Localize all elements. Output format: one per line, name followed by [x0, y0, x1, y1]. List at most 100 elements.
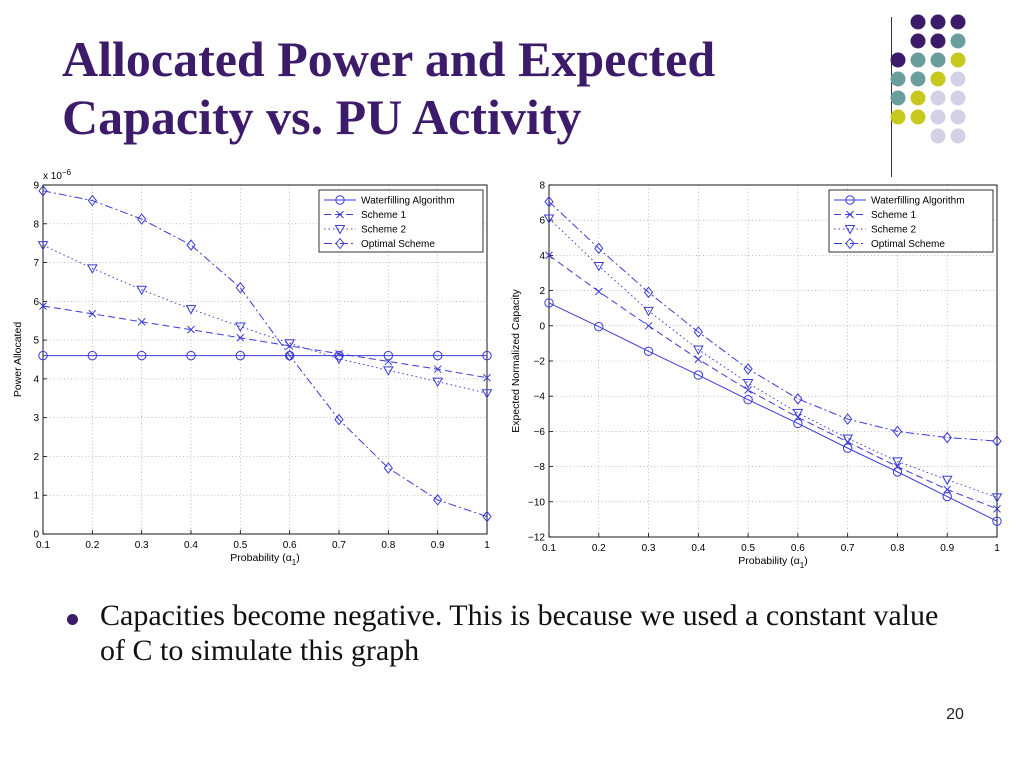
- tick-labels: 0.1 0.2 0.3 0.4 0.5 0.6 0.7 0.8 0.9 1 −12 −10 −8 −6 −4…: [528, 181, 1000, 555]
- x-tick-label: 0.7: [332, 540, 346, 551]
- data-point-diamond: [594, 242, 604, 255]
- x-tick-label: 0.5: [741, 543, 755, 554]
- series-line: [42, 190, 488, 518]
- data-point-triangle: [941, 475, 953, 486]
- legend-item: Scheme 1: [834, 210, 916, 221]
- series-line: [548, 302, 998, 522]
- data-point-diamond: [544, 195, 554, 208]
- y-tick-label: −10: [528, 497, 545, 508]
- decorative-dot: [910, 90, 926, 106]
- data-point-triangle: [136, 285, 148, 296]
- data-point-x: [336, 210, 344, 219]
- y-tick-label: 2: [539, 286, 545, 297]
- x-tick-label: 0.1: [36, 540, 50, 551]
- series-optimal-scheme: [544, 195, 1002, 447]
- decorative-dot-grid: [890, 14, 966, 144]
- x-tick-label: 0.6: [283, 540, 297, 551]
- data-point-circle: [793, 418, 803, 429]
- page-number: 20: [946, 706, 964, 723]
- data-point-x: [384, 357, 393, 366]
- y-tick-label: 1: [33, 491, 39, 502]
- x-tick-label: 0.7: [841, 543, 855, 554]
- legend-item: Scheme 2: [834, 225, 916, 236]
- legend-item: Scheme 1: [324, 210, 406, 221]
- data-point-triangle: [892, 457, 903, 467]
- decorative-dot: [930, 109, 946, 125]
- decorative-dot: [930, 14, 946, 30]
- title-line-2: Capacity vs. PU Activity: [62, 89, 582, 145]
- decorative-dot: [930, 90, 946, 106]
- y-axis-label: Power Allocated: [12, 322, 24, 397]
- y-tick-label: −8: [534, 462, 546, 473]
- data-point-circle: [235, 350, 246, 361]
- y-tick-label: 7: [33, 258, 39, 269]
- x-tick-label: 1: [994, 543, 1000, 554]
- data-point-x: [187, 325, 195, 334]
- decorative-dot: [890, 52, 906, 68]
- x-tick-label: 0.3: [135, 540, 149, 551]
- data-point-triangle: [842, 434, 854, 444]
- legend-item: Optimal Scheme: [834, 237, 945, 250]
- x-tick-label: 0.3: [642, 543, 656, 554]
- data-point-x: [39, 302, 47, 310]
- x-tick-label: 0.2: [85, 540, 99, 551]
- power-allocated-chart: 0.1 0.2 0.3 0.4 0.5 0.6 0.7 0.8 0.9 1 0 1 2 3 4 5 6 7 8 9 x …: [12, 168, 493, 567]
- decorative-dot: [890, 90, 906, 106]
- x-tick-label: 0.2: [592, 543, 606, 554]
- decorative-dot: [910, 52, 926, 68]
- y-tick-label: 5: [33, 336, 39, 347]
- data-point-circle: [186, 350, 196, 361]
- y-tick-label: −6: [534, 427, 546, 438]
- x-tick-label: 0.9: [431, 540, 445, 551]
- data-point-triangle: [37, 241, 49, 251]
- data-point-triangle: [382, 366, 394, 376]
- data-point-diamond: [482, 510, 492, 523]
- data-point-x: [433, 365, 442, 374]
- legend-label: Scheme 2: [361, 225, 406, 236]
- tick-labels: 0.1 0.2 0.3 0.4 0.5 0.6 0.7 0.8 0.9 1 0 1 2 3 4 5 6 7 8 9: [33, 181, 490, 552]
- data-point-triangle: [333, 354, 345, 365]
- series-line: [42, 244, 488, 394]
- y-tick-label: 9: [33, 181, 39, 192]
- y-tick-label: 4: [539, 251, 545, 262]
- data-point-x: [335, 349, 343, 358]
- legend-label: Scheme 1: [871, 210, 916, 221]
- data-point-diamond: [743, 363, 753, 375]
- y-tick-label: 8: [33, 219, 39, 230]
- y-exponent-label: x 10−6: [43, 168, 72, 182]
- series-line: [548, 254, 998, 510]
- legend-label: Scheme 2: [871, 225, 916, 236]
- x-tick-label: 0.4: [691, 543, 705, 554]
- x-tick-label: 0.1: [542, 543, 556, 554]
- data-point-triangle: [481, 389, 493, 399]
- data-point-circle: [482, 350, 492, 361]
- data-point-circle: [432, 350, 443, 361]
- series-waterfilling-algorithm: [544, 298, 1002, 526]
- y-axis-label: Expected Normalized Capacity: [510, 288, 522, 432]
- data-point-circle: [594, 321, 604, 332]
- data-point-circle: [87, 350, 98, 361]
- legend-item: Waterfilling Algorithm: [834, 195, 965, 207]
- data-point-diamond: [87, 194, 97, 207]
- legend-label: Waterfilling Algorithm: [871, 196, 965, 207]
- data-point-circle: [383, 350, 394, 361]
- legend-label: Optimal Scheme: [871, 239, 945, 250]
- data-point-diamond: [285, 349, 295, 362]
- data-point-diamond: [235, 281, 245, 294]
- bullet-text: Capacities become negative. This is beca…: [100, 599, 939, 667]
- data-point-circle: [335, 195, 345, 205]
- legend-item: Waterfilling Algorithm: [324, 195, 455, 207]
- data-point-diamond: [335, 237, 345, 250]
- data-point-circle: [992, 516, 1002, 526]
- data-point-triangle: [185, 305, 197, 315]
- data-point-triangle: [742, 379, 754, 389]
- legend: Waterfilling Algorithm Scheme 1 Scheme 2 Op…: [318, 189, 484, 253]
- data-point-circle: [136, 350, 147, 361]
- data-point-circle: [743, 395, 753, 405]
- data-point-triangle: [284, 339, 296, 349]
- decorative-dot: [910, 71, 926, 87]
- series-scheme-2: [37, 241, 493, 399]
- data-point-triangle: [643, 306, 654, 317]
- data-point-x: [545, 251, 553, 260]
- data-point-diamond: [383, 462, 393, 474]
